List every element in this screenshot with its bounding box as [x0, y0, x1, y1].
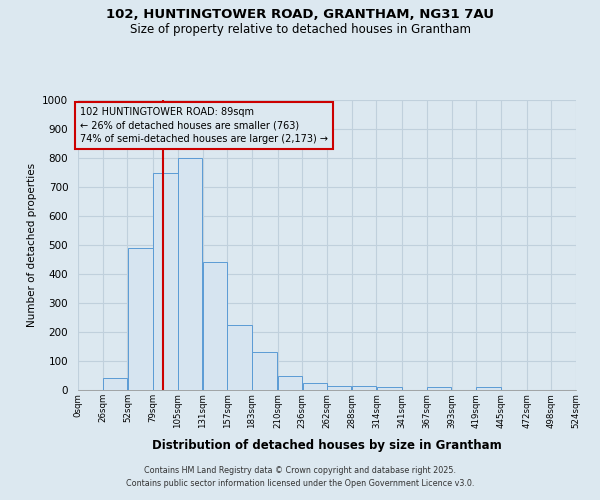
- Bar: [178, 158, 202, 390]
- Text: 102, HUNTINGTOWER ROAD, GRANTHAM, NG31 7AU: 102, HUNTINGTOWER ROAD, GRANTHAM, NG31 7…: [106, 8, 494, 20]
- Text: 102 HUNTINGTOWER ROAD: 89sqm
← 26% of detached houses are smaller (763)
74% of s: 102 HUNTINGTOWER ROAD: 89sqm ← 26% of de…: [80, 108, 328, 144]
- Bar: [352, 386, 376, 390]
- Bar: [427, 387, 451, 390]
- Bar: [227, 325, 251, 390]
- Bar: [154, 172, 178, 390]
- Bar: [476, 387, 500, 390]
- Bar: [278, 376, 302, 390]
- Text: Size of property relative to detached houses in Grantham: Size of property relative to detached ho…: [130, 22, 470, 36]
- Bar: [302, 383, 327, 390]
- X-axis label: Distribution of detached houses by size in Grantham: Distribution of detached houses by size …: [152, 439, 502, 452]
- Bar: [103, 378, 127, 390]
- Bar: [252, 352, 277, 390]
- Bar: [128, 248, 153, 390]
- Bar: [377, 387, 402, 390]
- Bar: [327, 386, 352, 390]
- Text: Contains HM Land Registry data © Crown copyright and database right 2025.
Contai: Contains HM Land Registry data © Crown c…: [126, 466, 474, 487]
- Bar: [203, 262, 227, 390]
- Y-axis label: Number of detached properties: Number of detached properties: [26, 163, 37, 327]
